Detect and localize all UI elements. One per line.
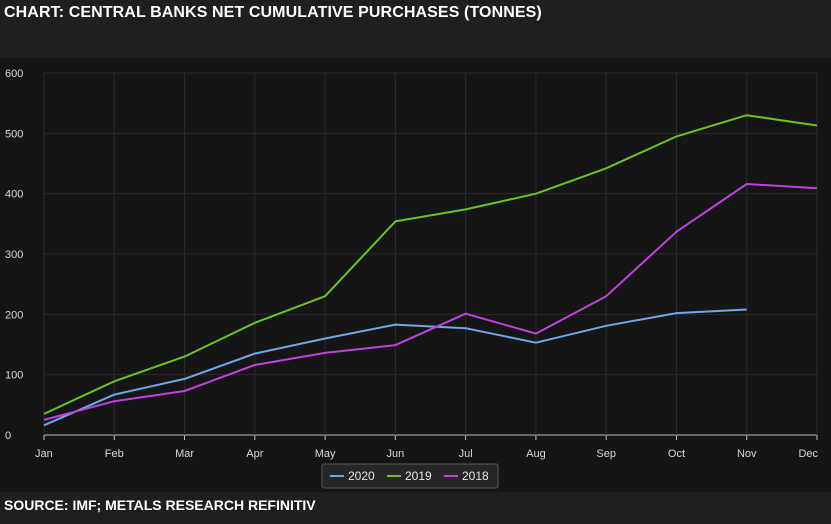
x-tick-label-oct: Oct (668, 448, 685, 460)
grid (43, 72, 818, 440)
legend-label-2018: 2018 (462, 469, 489, 483)
legend: 2020 2019 2018 (321, 463, 499, 489)
x-tick-label-jan: Jan (35, 448, 53, 460)
x-tick-label-mar: Mar (175, 448, 194, 460)
x-tick-label-feb: Feb (105, 448, 124, 460)
series-lines (43, 114, 818, 427)
y-tick-label: 100 (5, 370, 23, 382)
series-line-2020 (43, 308, 747, 427)
x-tick-label-dec: Dec (798, 448, 818, 460)
legend-label-2020: 2020 (348, 469, 375, 483)
x-tick-label-apr: Apr (246, 448, 263, 460)
y-tick-label: 400 (5, 189, 23, 201)
x-tick-label-sep: Sep (596, 448, 616, 460)
legend-box (321, 463, 499, 489)
plot-panel (0, 58, 831, 492)
x-tick-label-nov: Nov (737, 448, 757, 460)
x-tick-label-jul: Jul (459, 448, 473, 460)
series-line-2018 (43, 183, 818, 421)
y-axis-ticks: 0 100 200 300 400 500 600 (5, 68, 23, 442)
y-tick-label: 200 (5, 309, 23, 321)
series-line-2019 (43, 114, 818, 415)
chart-title: CHART: CENTRAL BANKS NET CUMULATIVE PURC… (4, 4, 542, 21)
x-tick-label-jun: Jun (386, 448, 404, 460)
x-tick-label-aug: Aug (526, 448, 546, 460)
source-note: SOURCE: IMF; METALS RESEARCH REFINITIV (4, 497, 316, 513)
x-tick-label-may: May (315, 448, 336, 460)
y-tick-label: 300 (5, 249, 23, 261)
y-tick-label: 600 (5, 68, 23, 80)
legend-label-2019: 2019 (405, 469, 432, 483)
y-tick-label: 0 (5, 430, 11, 442)
y-tick-label: 500 (5, 128, 23, 140)
x-axis-ticks: Jan Feb Mar Apr May Jun Jul Aug Sep Oct Nov Dec (35, 448, 818, 460)
